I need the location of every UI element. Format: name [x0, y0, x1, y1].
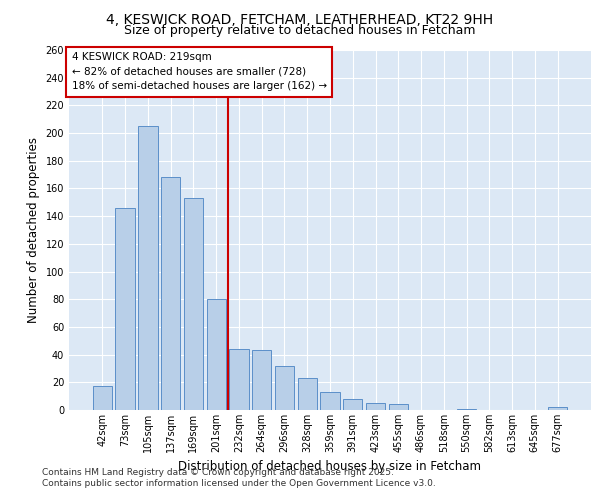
Text: 4, KESWICK ROAD, FETCHAM, LEATHERHEAD, KT22 9HH: 4, KESWICK ROAD, FETCHAM, LEATHERHEAD, K… [106, 12, 494, 26]
Y-axis label: Number of detached properties: Number of detached properties [27, 137, 40, 323]
Bar [115, 208, 135, 410]
Bar [161, 178, 181, 410]
Bar [252, 350, 271, 410]
Bar [343, 399, 362, 410]
Bar [93, 386, 112, 410]
Text: 4 KESWICK ROAD: 219sqm
← 82% of detached houses are smaller (728)
18% of semi-de: 4 KESWICK ROAD: 219sqm ← 82% of detached… [71, 52, 327, 92]
Bar [389, 404, 408, 410]
Bar [206, 299, 226, 410]
Bar [320, 392, 340, 410]
X-axis label: Distribution of detached houses by size in Fetcham: Distribution of detached houses by size … [179, 460, 482, 473]
Bar [229, 349, 248, 410]
Text: Size of property relative to detached houses in Fetcham: Size of property relative to detached ho… [124, 24, 476, 37]
Bar [548, 407, 567, 410]
Bar [138, 126, 158, 410]
Bar [457, 408, 476, 410]
Bar [298, 378, 317, 410]
Bar [184, 198, 203, 410]
Bar [366, 403, 385, 410]
Text: Contains HM Land Registry data © Crown copyright and database right 2025.
Contai: Contains HM Land Registry data © Crown c… [42, 468, 436, 487]
Bar [275, 366, 294, 410]
